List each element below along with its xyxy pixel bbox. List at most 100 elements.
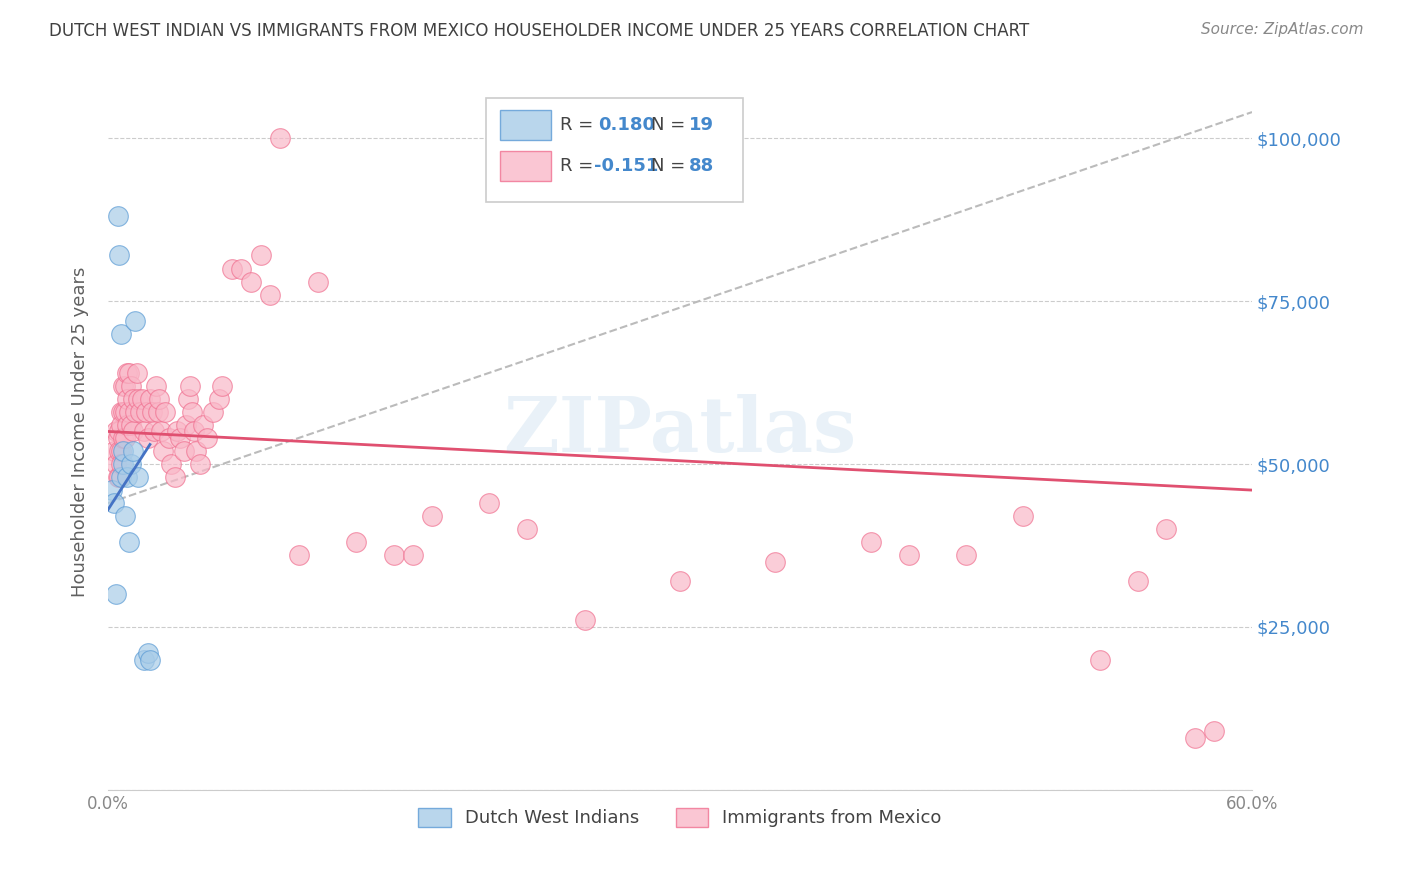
Point xyxy=(166,425,188,439)
Point xyxy=(135,405,157,419)
Point xyxy=(1154,522,1177,536)
Text: -0.151: -0.151 xyxy=(595,157,658,175)
Point xyxy=(108,248,131,262)
Point xyxy=(157,431,180,445)
Point xyxy=(108,444,131,458)
Point xyxy=(112,444,135,458)
Point xyxy=(108,470,131,484)
Point xyxy=(174,417,197,432)
Point xyxy=(221,261,243,276)
Point xyxy=(110,417,132,432)
Point xyxy=(180,405,202,419)
Point xyxy=(124,405,146,419)
Point xyxy=(107,470,129,484)
Point xyxy=(1184,731,1206,745)
Point xyxy=(148,392,170,406)
Text: N =: N = xyxy=(651,157,692,175)
Point xyxy=(131,392,153,406)
Point xyxy=(104,425,127,439)
Point xyxy=(104,587,127,601)
Point xyxy=(136,646,159,660)
Point xyxy=(249,248,271,262)
Text: 19: 19 xyxy=(689,116,714,134)
Point xyxy=(129,405,152,419)
Text: DUTCH WEST INDIAN VS IMMIGRANTS FROM MEXICO HOUSEHOLDER INCOME UNDER 25 YEARS CO: DUTCH WEST INDIAN VS IMMIGRANTS FROM MEX… xyxy=(49,22,1029,40)
Point xyxy=(125,366,148,380)
Point xyxy=(112,431,135,445)
Point xyxy=(1126,574,1149,589)
Point xyxy=(179,379,201,393)
Point xyxy=(124,313,146,327)
FancyBboxPatch shape xyxy=(485,98,742,202)
Point xyxy=(269,131,291,145)
Point xyxy=(139,652,162,666)
Point xyxy=(120,457,142,471)
Point xyxy=(763,555,786,569)
Point xyxy=(201,405,224,419)
Point xyxy=(402,549,425,563)
Point xyxy=(173,444,195,458)
Point xyxy=(103,496,125,510)
Point xyxy=(139,392,162,406)
Point xyxy=(108,425,131,439)
Point xyxy=(128,470,150,484)
Text: R =: R = xyxy=(560,157,599,175)
Point xyxy=(112,405,135,419)
Point xyxy=(259,287,281,301)
Point xyxy=(121,444,143,458)
Text: 88: 88 xyxy=(689,157,714,175)
Point xyxy=(163,470,186,484)
Text: N =: N = xyxy=(651,116,692,134)
Point xyxy=(211,379,233,393)
Point xyxy=(115,417,138,432)
Point xyxy=(184,444,207,458)
Point xyxy=(114,509,136,524)
Point xyxy=(146,405,169,419)
Point xyxy=(1202,724,1225,739)
Point xyxy=(134,425,156,439)
Point xyxy=(1012,509,1035,524)
Point xyxy=(110,405,132,419)
Point xyxy=(104,457,127,471)
Point xyxy=(160,457,183,471)
Point xyxy=(382,549,405,563)
Point xyxy=(177,392,200,406)
FancyBboxPatch shape xyxy=(501,151,551,181)
Point xyxy=(240,275,263,289)
Point xyxy=(669,574,692,589)
Point xyxy=(115,392,138,406)
Point xyxy=(103,444,125,458)
Point xyxy=(152,444,174,458)
Point xyxy=(897,549,920,563)
Point xyxy=(112,457,135,471)
Point xyxy=(141,405,163,419)
Point xyxy=(134,652,156,666)
Point xyxy=(195,431,218,445)
Point xyxy=(955,549,977,563)
Point xyxy=(107,210,129,224)
Point xyxy=(136,431,159,445)
Text: R =: R = xyxy=(560,116,599,134)
Point xyxy=(231,261,253,276)
FancyBboxPatch shape xyxy=(501,110,551,140)
Point xyxy=(859,535,882,549)
Point xyxy=(420,509,443,524)
Point xyxy=(516,522,538,536)
Y-axis label: Householder Income Under 25 years: Householder Income Under 25 years xyxy=(72,266,89,597)
Point xyxy=(121,425,143,439)
Point xyxy=(169,431,191,445)
Point xyxy=(110,326,132,341)
Point xyxy=(114,379,136,393)
Point xyxy=(118,405,141,419)
Point xyxy=(344,535,367,549)
Point xyxy=(121,392,143,406)
Legend: Dutch West Indians, Immigrants from Mexico: Dutch West Indians, Immigrants from Mexi… xyxy=(411,801,949,835)
Point xyxy=(193,417,215,432)
Point xyxy=(118,366,141,380)
Point xyxy=(145,379,167,393)
Point xyxy=(114,405,136,419)
Point xyxy=(183,425,205,439)
Point xyxy=(114,431,136,445)
Point xyxy=(153,405,176,419)
Point xyxy=(115,470,138,484)
